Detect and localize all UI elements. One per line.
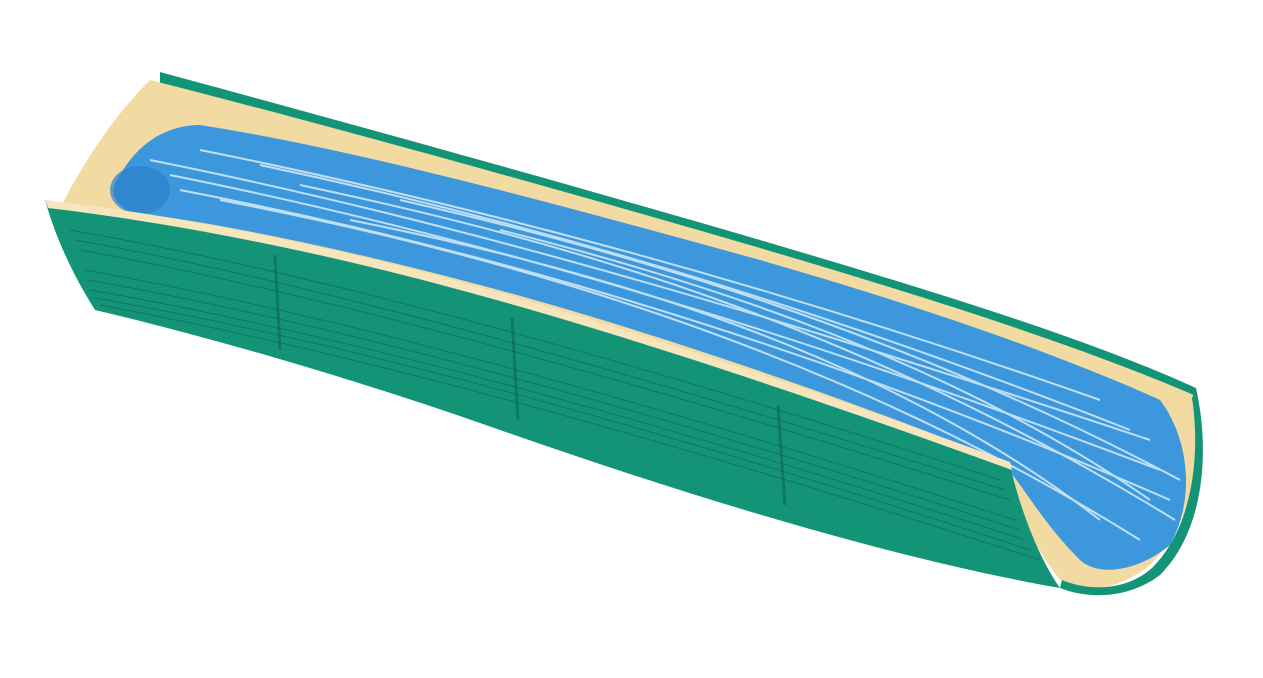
wood-grain [69,229,1041,561]
water-stream [113,125,1187,570]
water-highlights [149,149,1181,541]
water-splash-left [110,166,170,214]
